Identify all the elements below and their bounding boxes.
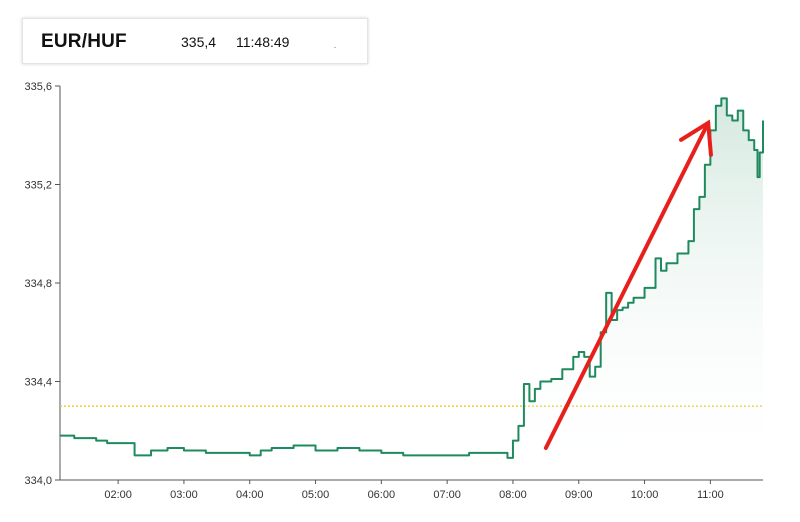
x-tick-label: 06:00 <box>368 489 396 501</box>
y-tick-label: 334,8 <box>24 278 52 290</box>
x-tick-label: 07:00 <box>433 489 461 501</box>
y-tick-label: 335,6 <box>24 81 52 93</box>
x-tick-label: 09:00 <box>565 489 593 501</box>
x-tick-label: 08:00 <box>499 489 527 501</box>
y-tick-label: 334,0 <box>24 475 52 487</box>
chart-annotation <box>543 119 713 450</box>
currency-pair: EUR/HUF <box>41 31 127 52</box>
x-tick-label: 02:00 <box>104 489 132 501</box>
y-tick-label: 335,2 <box>24 180 52 192</box>
quote-time: 11:48:49 <box>236 34 290 50</box>
x-tick-label: 04:00 <box>236 489 264 501</box>
separator-dot <box>334 47 336 48</box>
x-tick-label: 11:00 <box>697 489 724 501</box>
price-area <box>60 98 763 480</box>
chart-marks <box>60 97 764 480</box>
current-price: 335,4 <box>181 34 217 50</box>
x-tick-label: 05:00 <box>302 489 330 501</box>
ticker-header: EUR/HUF 335,4 11:48:49 <box>22 18 368 64</box>
arrow-shaft <box>543 120 711 450</box>
x-tick-label: 10:00 <box>631 489 659 501</box>
y-tick-label: 334,4 <box>24 377 52 389</box>
arrow-head <box>679 119 713 157</box>
price-line <box>60 97 764 459</box>
x-tick-label: 03:00 <box>170 489 198 501</box>
